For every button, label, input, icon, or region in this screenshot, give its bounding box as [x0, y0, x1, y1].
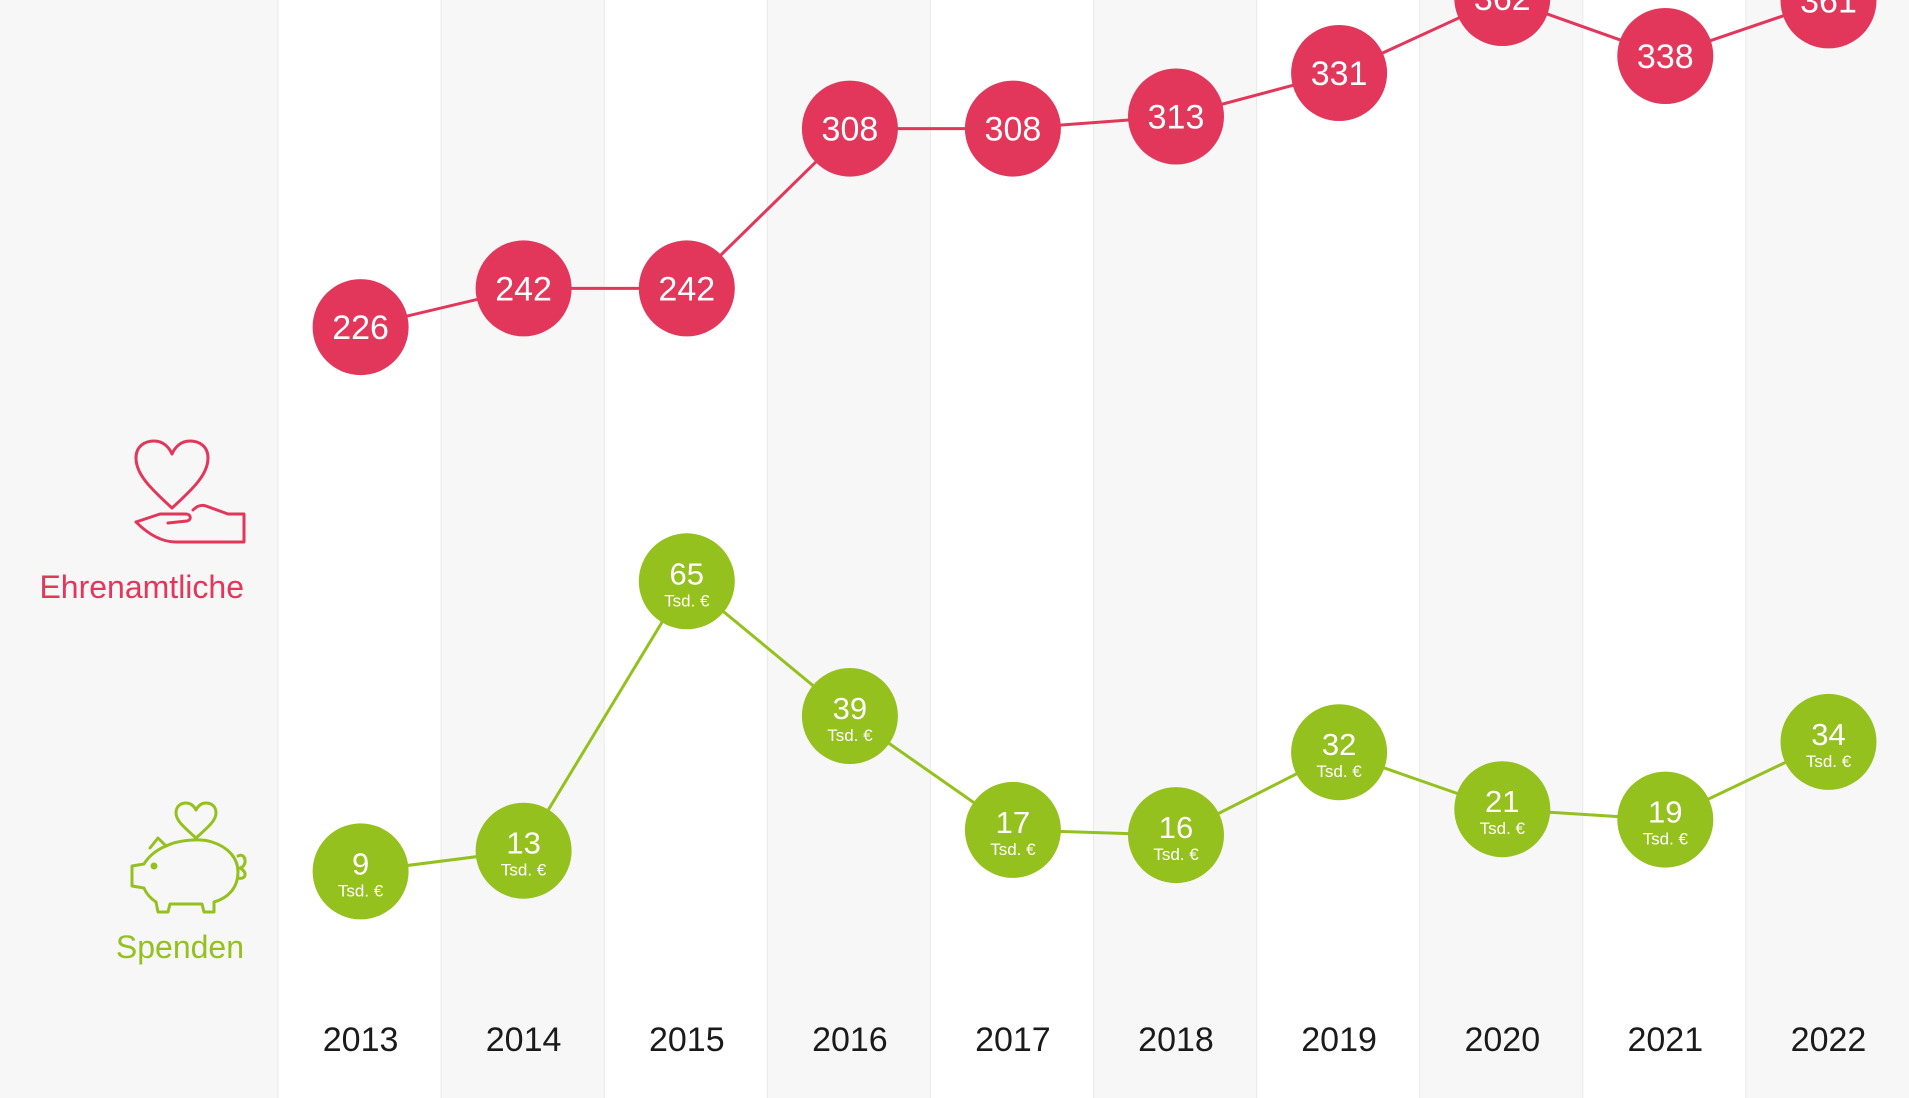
data-marker — [1454, 0, 1551, 46]
data-marker — [801, 668, 898, 764]
data-unit-label: Tsd. € — [501, 861, 547, 880]
series-label-ehrenamtliche: Ehrenamtliche — [39, 569, 244, 605]
series-line-ehrenamtliche — [360, 0, 1829, 329]
data-marker — [638, 240, 735, 337]
year-band-2017 — [930, 0, 1094, 1098]
data-unit-label: Tsd. € — [990, 840, 1036, 859]
data-unit-label: Tsd. € — [827, 726, 873, 745]
data-label: 9 — [352, 846, 369, 881]
data-point-ehrenamtliche-2017: 308 — [964, 80, 1061, 177]
data-marker — [1780, 693, 1877, 790]
data-unit-label: Tsd. € — [338, 881, 384, 900]
year-band-2018 — [1093, 0, 1257, 1098]
year-band-2020 — [1419, 0, 1583, 1098]
data-marker — [801, 80, 898, 177]
piggy-bank-heart-icon — [130, 801, 247, 914]
year-band-2021 — [1582, 0, 1746, 1098]
data-marker — [638, 533, 735, 630]
series-line-spenden — [360, 579, 1830, 873]
data-label: 32 — [1322, 727, 1356, 762]
data-marker — [1617, 771, 1714, 868]
year-tick-label: 2015 — [649, 1021, 725, 1059]
year-tick-label: 2017 — [975, 1021, 1051, 1059]
data-label: 308 — [822, 111, 879, 149]
data-point-ehrenamtliche-2020: 362 — [1454, 0, 1551, 46]
data-label: 34 — [1811, 717, 1845, 752]
year-band-2014 — [441, 0, 605, 1098]
data-unit-label: Tsd. € — [1806, 752, 1852, 771]
year-band-2019 — [1256, 0, 1420, 1098]
year-tick-label: 2016 — [812, 1021, 888, 1059]
data-label: 308 — [985, 111, 1042, 149]
data-unit-label: Tsd. € — [1480, 819, 1526, 838]
series-lines — [360, 0, 1830, 873]
data-marker — [1128, 68, 1224, 165]
data-marker — [475, 240, 572, 337]
data-marker — [1291, 704, 1388, 801]
year-tick-label: 2018 — [1138, 1021, 1214, 1059]
data-marker — [1454, 761, 1551, 858]
year-tick-label: 2014 — [486, 1021, 562, 1059]
data-label: 313 — [1148, 99, 1205, 137]
year-tick-label: 2021 — [1627, 1021, 1703, 1059]
series-markers: 2262422423083083133313623383619Tsd. €13T… — [312, 0, 1877, 920]
year-tick-label: 2020 — [1464, 1021, 1540, 1059]
data-unit-label: Tsd. € — [1153, 845, 1199, 864]
data-point-ehrenamtliche-2015: 242 — [638, 240, 735, 337]
data-label: 17 — [996, 805, 1030, 840]
data-point-ehrenamtliche-2018: 313 — [1128, 68, 1224, 165]
data-marker — [312, 823, 409, 920]
year-tick-label: 2013 — [323, 1021, 399, 1059]
data-label: 226 — [332, 309, 389, 347]
year-band-2013 — [278, 0, 442, 1098]
data-label: 242 — [658, 270, 715, 308]
data-label: 361 — [1800, 0, 1857, 20]
data-point-ehrenamtliche-2014: 242 — [475, 240, 572, 337]
data-unit-label: Tsd. € — [664, 591, 710, 610]
data-label: 242 — [495, 270, 552, 308]
data-label: 65 — [670, 556, 704, 591]
year-axis: 2013 2014 2015 2016 2017 2018 2019 2020 2021 2022 — [323, 1021, 1867, 1059]
data-label: 13 — [506, 826, 540, 861]
data-label: 362 — [1474, 0, 1531, 18]
data-marker — [964, 781, 1061, 878]
data-label: 19 — [1648, 795, 1682, 830]
data-label: 331 — [1311, 55, 1368, 93]
data-point-ehrenamtliche-2022: 361 — [1780, 0, 1877, 49]
data-label: 21 — [1485, 784, 1519, 819]
data-label: 338 — [1637, 38, 1694, 76]
data-label: 39 — [833, 691, 867, 726]
data-marker — [475, 802, 572, 899]
year-tick-label: 2019 — [1301, 1021, 1377, 1059]
data-marker — [312, 279, 409, 376]
heart-hand-icon — [134, 439, 246, 544]
data-point-ehrenamtliche-2016: 308 — [801, 80, 898, 177]
series-label-spenden: Spenden — [116, 929, 244, 965]
data-marker — [1291, 25, 1388, 121]
year-band-2022 — [1745, 0, 1909, 1098]
data-marker — [1617, 8, 1714, 104]
data-marker — [1128, 787, 1224, 884]
data-unit-label: Tsd. € — [1316, 762, 1362, 781]
data-point-ehrenamtliche-2021: 338 — [1617, 8, 1714, 104]
year-tick-label: 2022 — [1791, 1021, 1867, 1059]
data-marker — [964, 80, 1061, 177]
data-point-ehrenamtliche-2013: 226 — [312, 279, 409, 376]
data-point-ehrenamtliche-2019: 331 — [1291, 25, 1388, 121]
year-column-bands — [277, 0, 1909, 1098]
data-label: 16 — [1159, 810, 1193, 845]
data-marker — [1780, 0, 1877, 49]
data-unit-label: Tsd. € — [1643, 830, 1689, 849]
